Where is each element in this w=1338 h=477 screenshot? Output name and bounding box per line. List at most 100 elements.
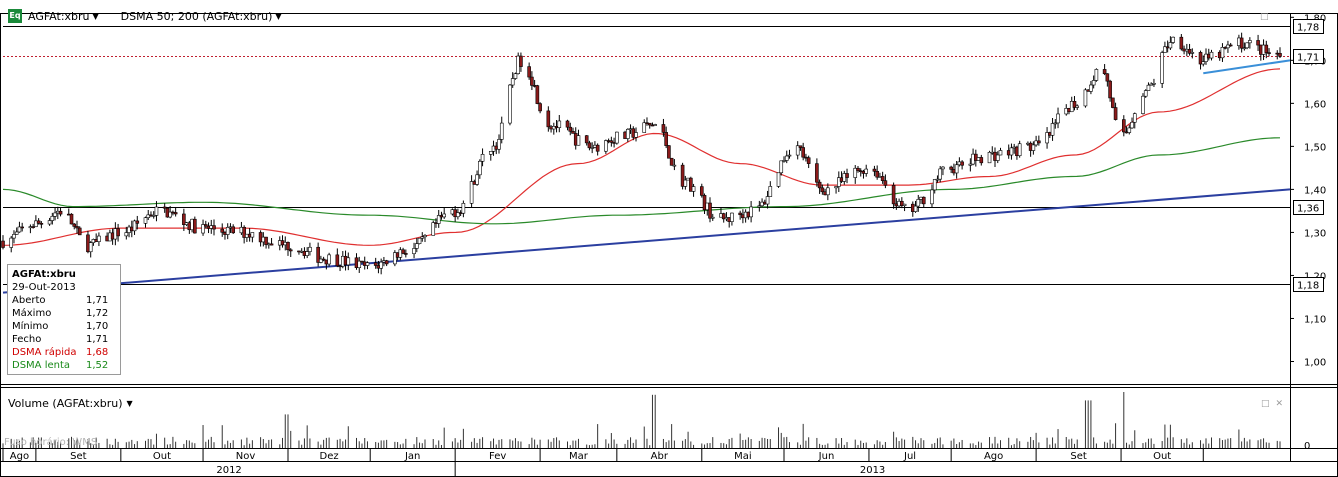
candle-body: [327, 254, 331, 265]
tooltip-date: 29-Out-2013: [12, 282, 76, 293]
candle-body: [557, 120, 562, 128]
candle-body: [1056, 113, 1060, 124]
candle-body: [1179, 36, 1184, 50]
price-axis: 1,801,701,601,501,401,301,201,101,001,78…: [1290, 13, 1326, 452]
indicator-selector[interactable]: DSMA 50; 200 (AGFAt:xbru) ▼: [121, 10, 282, 23]
month-label: Jun: [818, 451, 835, 462]
candle-body: [1091, 80, 1096, 86]
chart-frame: [0, 13, 1338, 477]
short-trendline: [1203, 59, 1291, 75]
close-icon[interactable]: ✕: [1275, 399, 1284, 409]
candle-body: [1127, 127, 1132, 133]
candle-body: [699, 186, 704, 196]
candle-body: [12, 234, 16, 239]
candle-body: [642, 122, 647, 133]
candle-body: [34, 220, 38, 228]
volume-panel-header[interactable]: Volume (AGFAt:xbru) ▼: [8, 397, 133, 410]
candle-body: [1152, 83, 1156, 85]
candle-body: [949, 166, 953, 170]
candle-body: [845, 173, 849, 178]
candle-body: [798, 145, 803, 148]
maximize-icon[interactable]: □: [1260, 12, 1269, 22]
slow-ma-line: [2, 137, 1281, 225]
price-tick-label: 1,40: [1304, 185, 1326, 196]
candle-body: [478, 160, 482, 176]
candle-body: [1264, 44, 1269, 53]
candle-body: [143, 217, 148, 224]
candle-body: [193, 218, 197, 234]
candle-body: [316, 246, 320, 263]
volume-tick-label: 0: [1304, 441, 1310, 452]
candle-body: [1201, 61, 1206, 65]
candle-body: [779, 160, 784, 174]
candle-body: [826, 187, 830, 196]
volume-bars: [2, 392, 1281, 448]
candle-body: [404, 253, 408, 255]
candle-body: [154, 206, 159, 216]
candle-body: [1256, 40, 1260, 46]
instrument-selector[interactable]: AGFAt:xbru ▼: [28, 10, 99, 23]
candle-body: [1141, 95, 1145, 114]
candle-body: [590, 147, 594, 149]
candle-body: [672, 164, 677, 167]
candle-body: [420, 236, 425, 239]
candle-body: [647, 122, 652, 126]
candle-body: [357, 260, 362, 268]
candle-body: [442, 213, 446, 218]
candle-body: [960, 161, 964, 166]
candle-body: [69, 213, 74, 225]
tooltip-row-slow-ma: DSMA lenta 1,52: [12, 360, 109, 371]
candle-body: [1267, 52, 1271, 54]
candle-body: [50, 215, 55, 221]
candle-body: [856, 167, 860, 171]
candle-body: [414, 243, 419, 249]
candle-body: [1245, 42, 1249, 49]
candle-body: [1009, 147, 1014, 156]
month-label: Ago: [984, 451, 1003, 462]
candle-body: [1209, 51, 1214, 59]
candle-body: [384, 260, 389, 265]
candle-body: [519, 55, 523, 67]
candle-body: [88, 242, 93, 253]
candle-body: [527, 66, 531, 78]
candle-body: [212, 225, 216, 230]
month-label: Set: [70, 451, 87, 462]
candle-body: [721, 213, 726, 220]
candle-body: [1149, 83, 1154, 86]
candle-body: [1168, 42, 1173, 49]
candle-body: [1220, 47, 1225, 59]
candle-body: [513, 73, 518, 79]
candle-body: [787, 154, 792, 157]
candle-body: [124, 232, 129, 237]
candle-body: [689, 177, 693, 192]
candle-body: [604, 140, 608, 152]
candle-body: [872, 168, 877, 172]
trendlines: [2, 59, 1291, 294]
tooltip-row-fast-ma: DSMA rápida 1,68: [12, 347, 109, 358]
candle-body: [995, 154, 1000, 161]
equity-badge: Eq: [8, 9, 22, 23]
candle-body: [546, 110, 551, 128]
candle-body: [1053, 122, 1058, 125]
candle-body: [480, 154, 485, 162]
candle-body: [820, 187, 825, 193]
candle-body: [1171, 36, 1175, 43]
candle-body: [1242, 47, 1247, 50]
candle-body: [393, 252, 397, 265]
candle-body: [499, 122, 504, 140]
candle-body: [1146, 84, 1151, 91]
tooltip-row: Mínimo 1,70: [12, 321, 109, 332]
candle-body: [75, 226, 79, 229]
candle-body: [930, 189, 934, 205]
horizontal-levels: [3, 26, 1290, 285]
maximize-icon[interactable]: □: [1261, 399, 1270, 409]
candle-body: [968, 163, 973, 166]
fast-ma-line: [2, 68, 1281, 246]
candle-body: [1037, 140, 1041, 144]
candle-body: [1094, 69, 1099, 81]
candle-body: [146, 214, 151, 218]
candle-body: [220, 228, 225, 233]
indicator-label: DSMA 50; 200 (AGFAt:xbru): [120, 9, 273, 23]
candle-body: [565, 120, 570, 128]
